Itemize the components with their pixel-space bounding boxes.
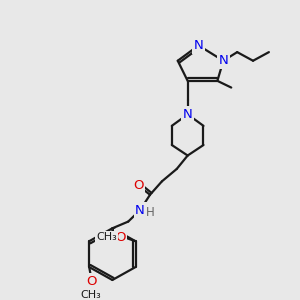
Text: N: N xyxy=(194,39,203,52)
Text: O: O xyxy=(86,275,96,288)
Text: H: H xyxy=(146,206,154,220)
Text: N: N xyxy=(218,54,228,67)
Text: CH₃: CH₃ xyxy=(96,232,117,242)
Text: N: N xyxy=(135,204,145,217)
Text: N: N xyxy=(183,108,193,121)
Text: CH₃: CH₃ xyxy=(81,290,101,300)
Text: O: O xyxy=(116,231,126,244)
Text: O: O xyxy=(133,179,143,192)
